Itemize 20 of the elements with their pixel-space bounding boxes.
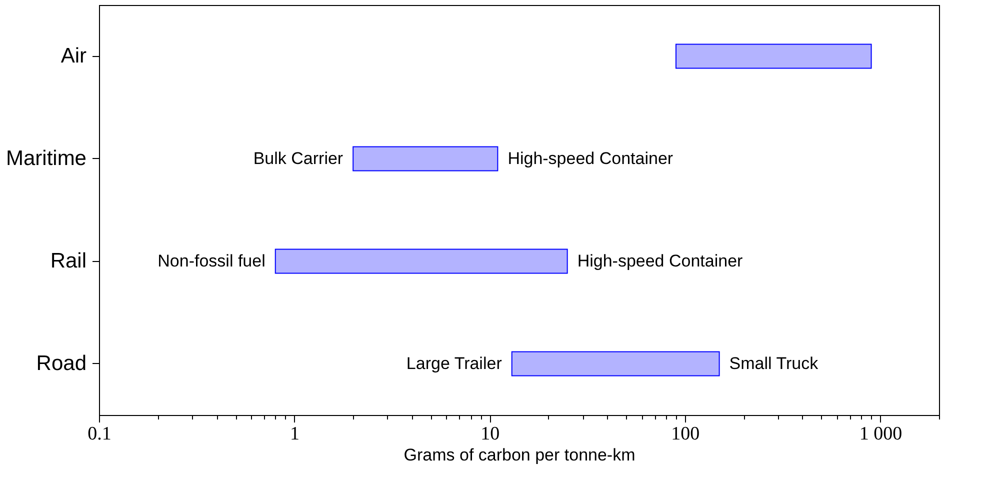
bar [352,146,498,172]
x-tick-label: 1 [290,424,300,444]
bar [675,44,872,69]
y-tick-label: Road [36,352,86,375]
annotation: High-speed Container [577,251,744,270]
y-tick-label: Air [60,44,86,68]
annotation: Bulk Carrier [253,148,344,168]
x-tick-label: 100 [671,424,700,444]
annotation: Small Truck [729,354,819,373]
annotation: High-speed Container [508,148,674,168]
bar [511,351,720,376]
y-tick-label: Rail [50,249,86,272]
bar [274,248,568,274]
x-axis-title: Grams of carbon per tonne-km [404,446,636,464]
x-tick-label: 10 [480,424,500,444]
x-tick-label: 1 000 [859,424,902,444]
annotation: Large Trailer [406,354,502,373]
annotation: Non-fossil fuel [158,251,266,270]
x-tick-label: 0.1 [88,424,112,444]
y-tick-label: Maritime [6,146,86,170]
